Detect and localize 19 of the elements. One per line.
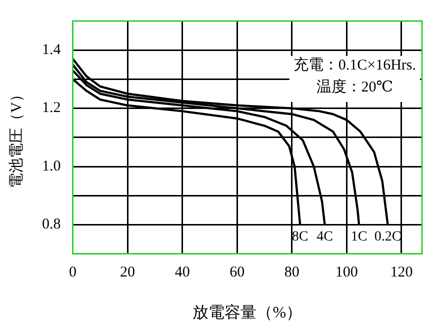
- x-tick-label: 100: [335, 264, 358, 281]
- series-label: 4C: [316, 229, 333, 244]
- y-tick-label: 1.4: [42, 42, 62, 58]
- series-label: 1C: [350, 229, 368, 244]
- x-axis-title: 放電容量（%）: [192, 304, 302, 322]
- x-tick-label: 80: [284, 264, 300, 281]
- annotation: 温度：20℃: [316, 78, 394, 96]
- series-label: 8C: [292, 229, 308, 244]
- series-label: 0.2C: [374, 229, 402, 244]
- x-tick-label: 40: [174, 264, 190, 281]
- annotation: 充電：0.1C×16Hrs.: [293, 56, 416, 74]
- y-axis-title: 電池電圧（V）: [8, 86, 25, 188]
- x-tick-label: 120: [390, 264, 413, 281]
- x-tick-label: 60: [230, 264, 245, 281]
- y-tick-label: 1.0: [42, 158, 61, 174]
- x-tick-label: 20: [120, 264, 136, 281]
- y-tick-label: 1.2: [42, 100, 61, 116]
- y-tick-label: 0.8: [42, 216, 61, 233]
- x-tick-label: 0: [69, 264, 76, 281]
